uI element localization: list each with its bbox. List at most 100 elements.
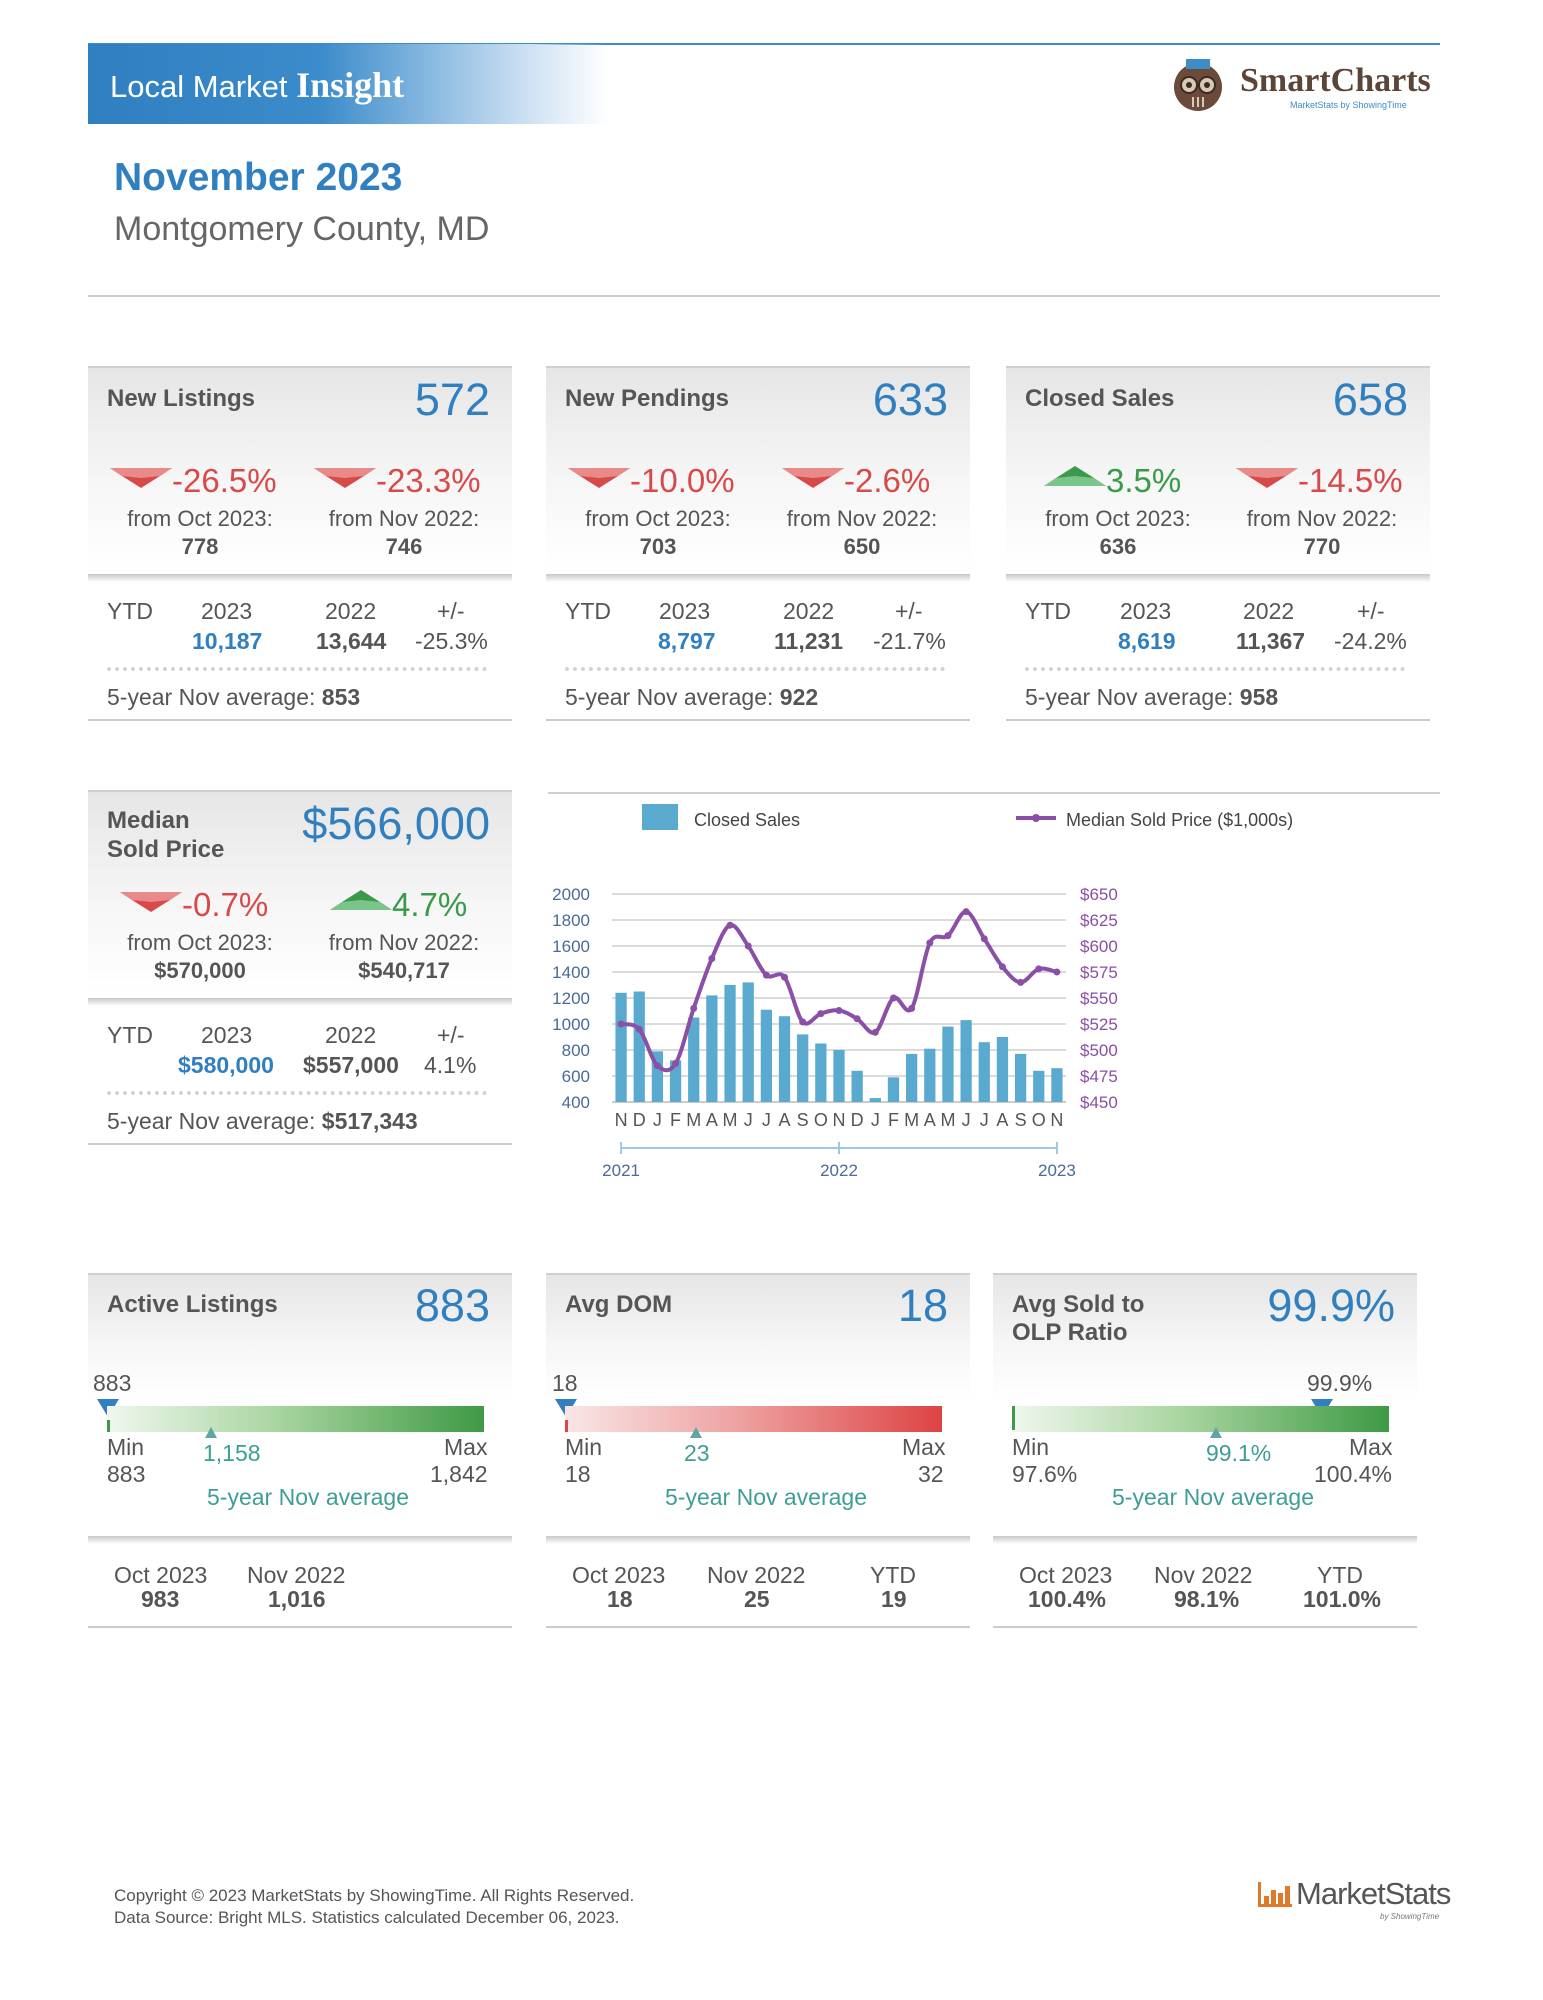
median-price-point	[998, 963, 1006, 971]
y-right-tick-label: $625	[1080, 911, 1118, 930]
average-label: 5-year Nov average	[1112, 1484, 1314, 1510]
ytd-label: YTD	[107, 598, 153, 624]
median-price-line	[617, 908, 1061, 1073]
median-price-point	[1053, 968, 1061, 976]
closed-sales-bar	[742, 982, 754, 1102]
cmp-value: 19	[881, 1586, 907, 1612]
card-value: 883	[414, 1280, 490, 1331]
from-label: from Oct 2023:	[1045, 506, 1191, 531]
closed-sales-bar	[797, 1034, 809, 1102]
legend-label-closed-sales: Closed Sales	[694, 810, 800, 830]
y-axis-right: $650 $625 $600 $575 $550 $525 $500 $475 $450	[1080, 885, 1118, 1112]
y-right-tick-label: $600	[1080, 937, 1118, 956]
card-bottom-rule	[546, 719, 970, 721]
report-area: Montgomery County, MD	[114, 210, 490, 248]
range-max-label: Max	[444, 1434, 488, 1460]
card-bottom-rule	[546, 1626, 970, 1628]
x-tick-label: S	[1015, 1110, 1027, 1130]
from-value: 703	[639, 534, 677, 559]
y-right-tick-label: $475	[1080, 1067, 1118, 1086]
chart-frame	[548, 792, 1440, 1232]
ytd-year2-value: 13,644	[316, 628, 387, 654]
range-max-value: 1,842	[430, 1461, 488, 1487]
median-price-point	[617, 1020, 625, 1028]
card-header-bg	[88, 1273, 512, 1403]
card-bottom-rule	[88, 719, 512, 721]
y-right-tick-label: $650	[1080, 885, 1118, 904]
x-tick-label: O	[814, 1110, 828, 1130]
ytd-diff-value: 4.1%	[424, 1052, 477, 1078]
ytd-diff-label: +/-	[437, 1022, 465, 1048]
up-arrow-icon	[1044, 466, 1106, 486]
current-marker-label: 18	[552, 1370, 578, 1396]
card-divider	[88, 1536, 512, 1544]
from-label: from Oct 2023:	[127, 506, 273, 531]
median-price-line-path	[620, 909, 1058, 1073]
median-price-point	[744, 942, 752, 950]
y-left-tick-label: 1200	[552, 989, 590, 1008]
from-value: 650	[843, 534, 881, 559]
average-label: 5-year Nov average	[207, 1484, 409, 1510]
cmp-label: Nov 2022	[707, 1562, 806, 1588]
ytd-diff-label: +/-	[1357, 598, 1385, 624]
cmp-value: 1,016	[268, 1586, 326, 1612]
five-year-average: 5-year Nov average: 958	[1025, 684, 1279, 710]
card-divider	[1006, 574, 1430, 582]
ytd-label: YTD	[1025, 598, 1071, 624]
x-tick-label: J	[962, 1110, 971, 1130]
legend-label-price: Median Sold Price ($1,000s)	[1066, 810, 1293, 830]
closed-sales-bar	[1051, 1068, 1063, 1102]
x-tick-label: D	[851, 1110, 864, 1130]
x-tick-label: J	[744, 1110, 753, 1130]
average-value: 23	[684, 1440, 710, 1466]
median-price-point	[672, 1060, 680, 1068]
median-price-point	[635, 1025, 643, 1033]
median-price-point	[1017, 978, 1025, 986]
legend-swatch-closed-sales	[642, 804, 678, 830]
x-tick-label: M	[723, 1110, 738, 1130]
closed-sales-bar	[1014, 1053, 1027, 1102]
closed-sales-bar	[1033, 1070, 1045, 1102]
current-marker-label: 99.9%	[1307, 1370, 1373, 1396]
x-tick-label: F	[888, 1110, 899, 1130]
current-marker-label: 883	[93, 1370, 132, 1396]
y-axis-left: 2000 1800 1600 1400 1200 1000 800 600 400	[552, 885, 590, 1112]
average-marker-icon	[690, 1427, 702, 1438]
down-arrow-icon	[314, 468, 376, 488]
change-pct: 3.5%	[1106, 462, 1182, 499]
dotted-divider	[107, 1091, 487, 1095]
from-value: 746	[385, 534, 423, 559]
closed-sales-bar	[924, 1048, 936, 1102]
closed-sales-bar	[760, 1009, 772, 1102]
closed-sales-bar	[851, 1070, 863, 1102]
change-pct: 4.7%	[392, 886, 468, 923]
x-tick-label: N	[615, 1110, 628, 1130]
card-label: OLP Ratio	[1012, 1319, 1128, 1346]
card-label: Median	[107, 807, 190, 834]
dotted-divider	[1025, 667, 1405, 671]
ytd-label: YTD	[107, 1022, 153, 1048]
y-right-tick-label: $500	[1080, 1041, 1118, 1060]
ytd-year2-value: 11,231	[774, 628, 844, 654]
ytd-year2-value: $557,000	[303, 1052, 399, 1078]
card-label: Sold Price	[107, 836, 225, 863]
card-bottom-rule	[88, 1143, 512, 1145]
range-min-label: Min	[107, 1434, 145, 1460]
bar-start-tick	[1012, 1406, 1015, 1430]
from-value: $540,717	[358, 958, 450, 983]
x-tick-label: J	[653, 1110, 662, 1130]
cmp-label: Nov 2022	[1154, 1562, 1253, 1588]
header-top-rule	[88, 43, 1440, 45]
closed-sales-bar	[651, 1051, 664, 1102]
change-pct: -14.5%	[1298, 462, 1403, 499]
cmp-label: Oct 2023	[114, 1562, 208, 1588]
card-label: New Listings	[107, 385, 256, 412]
year-label: 2021	[602, 1161, 640, 1180]
closed-sales-bar	[887, 1077, 900, 1102]
card-divider	[546, 574, 970, 582]
x-tick-label: N	[1050, 1110, 1063, 1130]
y-left-tick-label: 400	[562, 1093, 590, 1112]
x-tick-label: J	[980, 1110, 989, 1130]
closed-sales-price-chart: Closed Sales Median Sold Price ($1,000s)…	[552, 804, 1293, 1180]
ytd-year1-value: 8,797	[658, 628, 716, 654]
